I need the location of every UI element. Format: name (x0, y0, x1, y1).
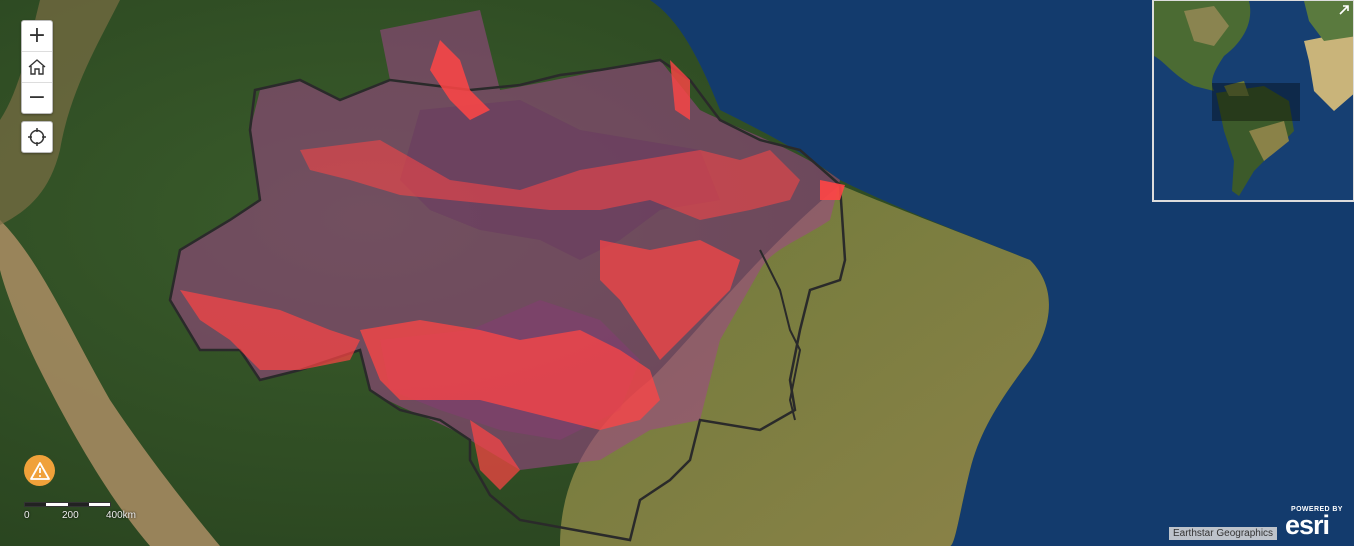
warning-icon (29, 461, 50, 480)
overview-extent-box (1212, 83, 1300, 121)
home-icon (28, 59, 46, 75)
scale-label-400: 400km (106, 510, 137, 521)
deforestation-hotspots (180, 40, 845, 490)
attribution[interactable]: Earthstar Geographics (1169, 527, 1278, 540)
scale-bar-graphic (24, 502, 111, 507)
crosshair-icon (28, 128, 46, 146)
esri-logo[interactable]: POWERED BY esri (1285, 506, 1343, 539)
home-button[interactable] (22, 52, 52, 83)
collapse-arrow-icon[interactable] (1337, 3, 1351, 17)
locate-button[interactable] (21, 121, 53, 153)
scale-bar: 0 200 400km (24, 502, 154, 521)
zoom-controls: + − (21, 20, 53, 114)
powered-by-label: POWERED BY (1291, 506, 1343, 513)
scale-label-0: 0 (24, 510, 30, 521)
northeast-brazil-savanna (560, 185, 1049, 546)
overview-map-image (1154, 1, 1353, 200)
zoom-out-button[interactable]: − (22, 83, 52, 113)
plus-icon: + (27, 23, 47, 48)
andes-range (0, 220, 220, 546)
esri-wordmark: esri (1285, 510, 1330, 540)
overview-map[interactable] (1152, 0, 1354, 202)
legal-amazon-border (168, 58, 847, 542)
warning-button[interactable] (24, 455, 55, 486)
scale-label-200: 200 (62, 510, 79, 521)
state-border-mato-grosso (759, 249, 802, 421)
zoom-in-button[interactable]: + (22, 21, 52, 52)
minus-icon: − (27, 85, 47, 110)
